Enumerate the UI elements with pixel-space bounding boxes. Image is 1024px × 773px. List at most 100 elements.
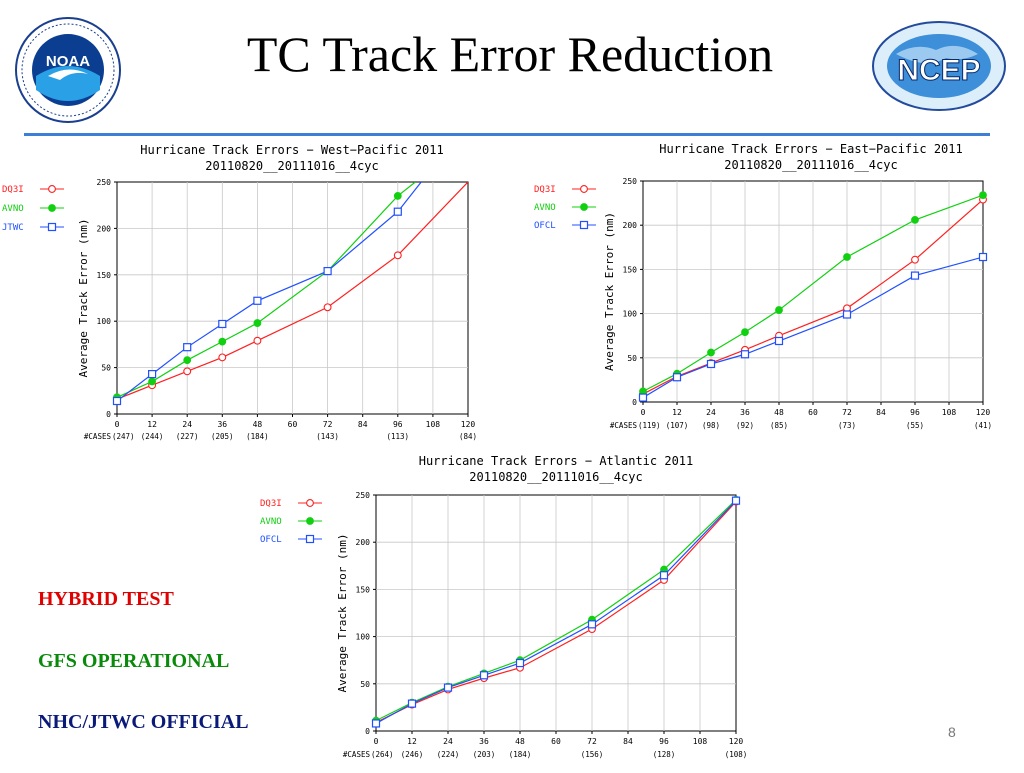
legend-marker-dq3i — [48, 185, 56, 193]
data-point-avno — [393, 192, 402, 200]
cases-count: (85) — [770, 421, 788, 430]
legend-label-avno: AVNO — [2, 204, 24, 214]
x-tick-label: 0 — [115, 420, 120, 429]
cases-count: (84) — [459, 432, 477, 441]
series-line-avno — [643, 194, 983, 392]
series-line-dq3i — [117, 182, 468, 400]
x-tick-label: 12 — [672, 408, 682, 417]
chart-title: Hurricane Track Errors − East−Pacific 20… — [659, 142, 962, 156]
legend-marker-avno — [580, 203, 588, 211]
y-tick-label: 150 — [623, 265, 638, 274]
x-tick-label: 84 — [358, 420, 368, 429]
data-point-avno — [843, 253, 851, 261]
chart-subtitle: 20110820__20111016__4cyc — [205, 159, 378, 173]
x-tick-label: 72 — [587, 737, 597, 746]
x-tick-label: 96 — [659, 737, 669, 746]
svg-text:NOAA: NOAA — [46, 53, 90, 70]
x-tick-label: 36 — [217, 420, 227, 429]
legend-marker-ofcl — [579, 220, 589, 230]
y-tick-label: 150 — [356, 585, 371, 594]
data-point-ofcl — [740, 350, 750, 359]
legend-marker-dq3i — [306, 499, 314, 507]
legend-gfs-operational: GFS OPERATIONAL — [38, 650, 230, 672]
legend-label-dq3i: DQ3I — [534, 185, 556, 195]
data-point-jtwc — [148, 369, 157, 379]
legend-marker-jtwc — [47, 222, 57, 232]
noaa-logo-icon: NOAA — [14, 16, 122, 124]
y-tick-label: 0 — [106, 410, 111, 419]
cases-label: #CASES — [610, 421, 638, 430]
series-line-ofcl — [643, 256, 983, 399]
series-line-avno — [376, 499, 736, 722]
data-point-ofcl — [443, 683, 453, 692]
cases-count: (113) — [387, 432, 410, 441]
cases-count: (119) — [638, 421, 661, 430]
cases-count: (227) — [176, 432, 199, 441]
title-divider — [24, 133, 990, 136]
data-point-avno — [911, 215, 919, 224]
legend-marker-dq3i — [580, 185, 588, 193]
data-point-ofcl — [659, 571, 669, 580]
series-line-dq3i — [643, 199, 983, 395]
x-tick-label: 96 — [910, 408, 920, 417]
data-point-ofcl — [706, 359, 716, 369]
y-axis-label: Average Track Error (nm) — [336, 534, 349, 693]
cases-count: (205) — [211, 432, 234, 441]
x-tick-label: 24 — [706, 408, 716, 417]
y-tick-label: 250 — [97, 178, 112, 187]
y-tick-label: 200 — [356, 538, 371, 547]
cases-count: (156) — [581, 750, 604, 759]
data-point-ofcl — [731, 496, 741, 505]
data-point-dq3i — [393, 251, 402, 260]
x-tick-label: 48 — [515, 737, 525, 746]
x-tick-label: 60 — [808, 408, 818, 417]
chart-title: Hurricane Track Errors − Atlantic 2011 — [419, 454, 694, 468]
series-line-dq3i — [376, 501, 736, 724]
data-point-avno — [979, 191, 987, 200]
legend-label-dq3i: DQ3I — [2, 185, 24, 195]
data-point-ofcl — [407, 699, 417, 708]
x-tick-label: 120 — [976, 408, 991, 417]
series-line-avno — [117, 182, 416, 398]
x-tick-label: 96 — [393, 420, 403, 429]
data-point-jtwc — [393, 207, 402, 216]
data-point-ofcl — [910, 271, 920, 280]
data-point-dq3i — [253, 336, 262, 345]
series-line-jtwc — [117, 182, 422, 402]
x-tick-label: 24 — [182, 420, 192, 429]
x-tick-label: 108 — [693, 737, 708, 746]
data-point-ofcl — [842, 310, 852, 319]
data-point-ofcl — [371, 719, 381, 728]
y-axis-label: Average Track Error (nm) — [603, 212, 616, 371]
legend-nhc-jtwc-official: NHC/JTWC OFFICIAL — [38, 711, 249, 733]
x-tick-label: 36 — [740, 408, 750, 417]
y-tick-label: 250 — [623, 177, 638, 186]
cases-count: (244) — [141, 432, 164, 441]
legend-marker-avno — [48, 204, 56, 212]
legend-marker-avno — [306, 517, 314, 525]
data-point-avno — [183, 356, 192, 365]
chart-subtitle: 20110820__20111016__4cyc — [724, 158, 897, 172]
y-tick-label: 50 — [360, 680, 370, 689]
legend-label-ofcl: OFCL — [260, 535, 282, 545]
data-point-avno — [148, 377, 157, 386]
data-point-jtwc — [183, 343, 192, 352]
legend-hybrid-test: HYBRID TEST — [38, 588, 174, 610]
x-tick-label: 36 — [479, 737, 489, 746]
cases-label: #CASES — [84, 432, 112, 441]
data-point-dq3i — [911, 255, 919, 264]
data-point-avno — [253, 319, 262, 327]
x-tick-label: 60 — [551, 737, 561, 746]
cases-count: (92) — [736, 421, 754, 430]
series-line-ofcl — [376, 500, 736, 724]
legend-label-avno: AVNO — [260, 517, 282, 527]
data-point-jtwc — [218, 319, 227, 329]
x-tick-label: 48 — [253, 420, 263, 429]
cases-count: (184) — [509, 750, 532, 759]
x-tick-label: 12 — [407, 737, 417, 746]
cases-count: (264) — [371, 750, 394, 759]
cases-count: (247) — [112, 432, 135, 441]
svg-text:NCEP: NCEP — [897, 54, 980, 87]
x-tick-label: 84 — [623, 737, 633, 746]
slide-title: TC Track Error Reduction — [246, 26, 774, 82]
